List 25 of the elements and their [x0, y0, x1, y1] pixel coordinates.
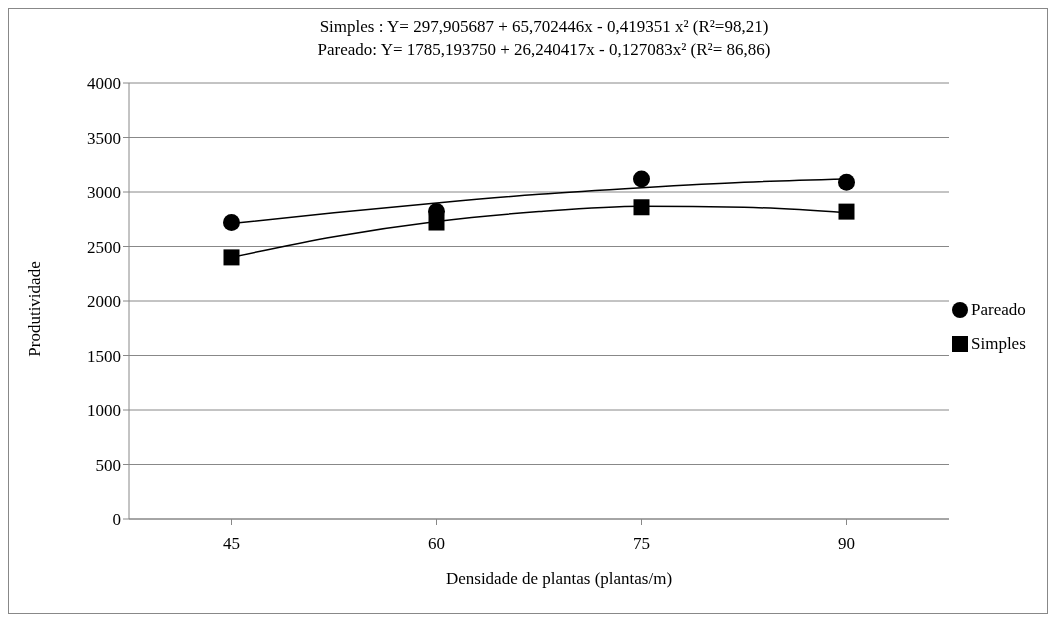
y-tick-label: 1000 — [87, 401, 121, 421]
chart-title: Simples : Y= 297,905687 + 65,702446x - 0,419351 x² (R²=98,21) Pareado: Y= 1785,193750 + 26,240417x - 0,127083x² (R²= 86,86) — [316, 16, 772, 61]
point — [633, 170, 650, 188]
y-tick-label: 4000 — [87, 74, 121, 94]
y-tick-label: 2000 — [87, 292, 121, 312]
x-tick-label: 75 — [633, 534, 650, 554]
point — [633, 199, 650, 216]
y-tick-label: 3000 — [87, 183, 121, 203]
x-tick-label: 60 — [428, 534, 445, 554]
y-tick-label: 500 — [95, 455, 121, 475]
y-tick-label: 0 — [112, 510, 121, 530]
legend-label: Pareado — [971, 299, 1026, 321]
x-axis-title: Densidade de plantas (plantas/m) — [444, 569, 674, 589]
point — [838, 203, 855, 220]
point — [223, 249, 240, 266]
point — [223, 214, 240, 232]
x-tick-label: 90 — [838, 534, 855, 554]
point — [838, 173, 855, 191]
y-tick-label: 3500 — [87, 128, 121, 148]
point — [428, 214, 445, 231]
x-tick-label: 45 — [223, 534, 240, 554]
y-tick-label: 1500 — [87, 346, 121, 366]
legend-label: Simples — [971, 333, 1026, 355]
y-axis-title: Produtividade — [25, 261, 45, 357]
y-tick-label: 2500 — [87, 237, 121, 257]
